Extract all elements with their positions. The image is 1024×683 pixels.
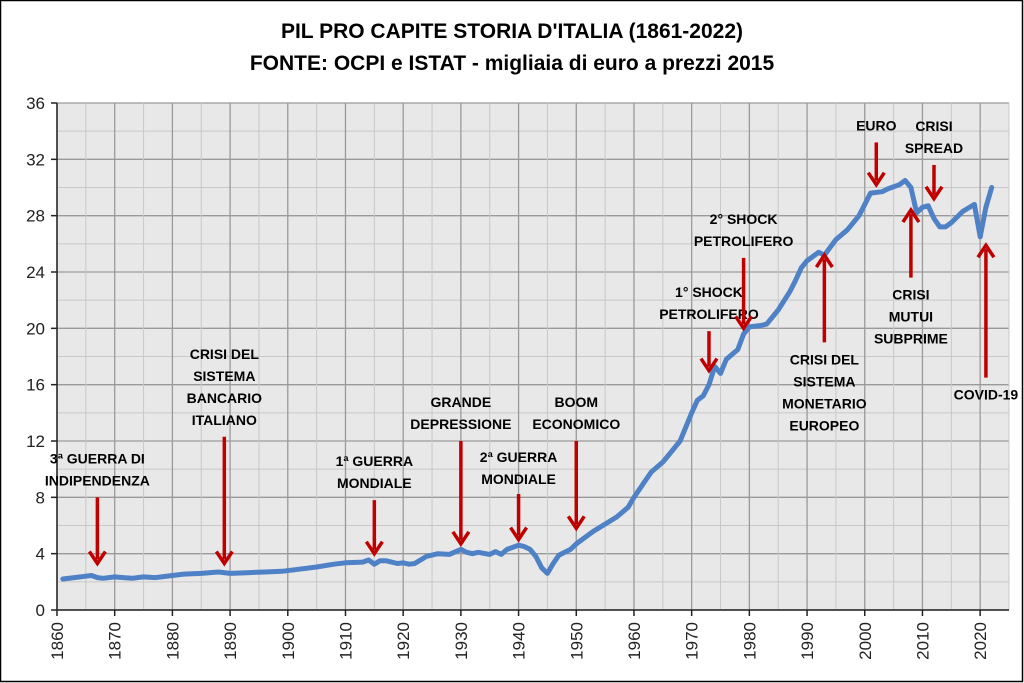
annotation-arrow-head bbox=[866, 171, 886, 188]
annotation: BOOM ECONOMICO bbox=[532, 394, 620, 532]
chart-subtitle: FONTE: OCPI e ISTAT - migliaia di euro a… bbox=[250, 52, 775, 75]
annotation-label: 2ª GUERRA bbox=[480, 449, 558, 465]
annotation-label: BANCARIO bbox=[187, 390, 263, 406]
annotation-arrow-head bbox=[451, 530, 471, 547]
x-tick-label: 2020 bbox=[971, 622, 990, 660]
series-line-pil-pro-capite bbox=[60, 178, 995, 582]
y-tick-label: 0 bbox=[36, 601, 45, 620]
annotation-arrow-head bbox=[734, 315, 754, 332]
annotation: 2° SHOCK PETROLIFERO bbox=[694, 211, 794, 332]
annotation-label: PETROLIFERO bbox=[694, 233, 794, 249]
annotation-label: SPREAD bbox=[905, 140, 963, 156]
annotation: EURO bbox=[856, 117, 897, 188]
annotation-arrow-head bbox=[901, 206, 921, 224]
x-tick-label: 2010 bbox=[913, 622, 932, 660]
x-tick-label: 1870 bbox=[106, 622, 125, 660]
y-tick-label: 8 bbox=[36, 488, 45, 507]
annotation-label: SISTEMA bbox=[193, 368, 255, 384]
annotation-label: SUBPRIME bbox=[874, 331, 948, 347]
y-tick-label: 20 bbox=[26, 319, 45, 338]
annotation-label: MUTUI bbox=[889, 309, 933, 325]
annotation-label: DEPRESSIONE bbox=[410, 416, 511, 432]
annotation-label: CRISI bbox=[892, 287, 929, 303]
annotation-label: MONDIALE bbox=[337, 475, 412, 491]
annotation: CRISI SPREAD bbox=[905, 118, 963, 202]
x-tick-label: 1910 bbox=[336, 622, 355, 660]
annotation-arrow-head bbox=[924, 185, 944, 202]
y-tick-label: 28 bbox=[26, 207, 45, 226]
annotation-arrow-head bbox=[976, 242, 996, 259]
x-tick-label: 1880 bbox=[163, 622, 182, 660]
annotation-label: MONETARIO bbox=[782, 395, 867, 411]
annotation-arrow-head bbox=[814, 251, 834, 269]
x-tick-label: 1940 bbox=[510, 622, 529, 660]
annotation-arrow-head bbox=[509, 526, 529, 543]
annotation-label: CRISI DEL bbox=[790, 351, 860, 367]
y-tick-label: 16 bbox=[26, 376, 45, 395]
annotation-label: COVID-19 bbox=[954, 387, 1019, 403]
annotation: 1° SHOCK PETROLIFERO bbox=[659, 284, 759, 374]
annotation-arrow-head bbox=[699, 357, 719, 374]
annotation-label: CRISI bbox=[915, 118, 952, 134]
x-tick-label: 1980 bbox=[740, 622, 759, 660]
chart-title: PIL PRO CAPITE STORIA D'ITALIA (1861-202… bbox=[281, 20, 743, 43]
annotation-label: 1ª GUERRA bbox=[336, 453, 414, 469]
annotation-arrow-head bbox=[364, 540, 384, 557]
annotation: CRISI DEL SISTEMA BANCARIO ITALIANO bbox=[187, 346, 263, 567]
y-tick-label: 24 bbox=[26, 263, 45, 282]
annotation-label: EUROPEO bbox=[789, 417, 859, 433]
x-tick-label: 1990 bbox=[798, 622, 817, 660]
annotation-label: 3ª GUERRA DI bbox=[50, 450, 145, 466]
y-tick-label: 36 bbox=[26, 94, 45, 113]
annotation-label: GRANDE bbox=[431, 394, 492, 410]
annotation-label: INDIPENDENZA bbox=[45, 472, 150, 488]
annotation-label: BOOM bbox=[554, 394, 598, 410]
x-tick-label: 1970 bbox=[683, 622, 702, 660]
x-tick-label: 1950 bbox=[567, 622, 586, 660]
annotation-label: MONDIALE bbox=[481, 471, 556, 487]
x-tick-label: 1860 bbox=[48, 622, 67, 660]
annotation-label: PETROLIFERO bbox=[659, 306, 759, 322]
annotation-label: EURO bbox=[856, 117, 897, 133]
annotation-label: ITALIANO bbox=[192, 412, 257, 428]
x-tick-label: 1920 bbox=[394, 622, 413, 660]
y-tick-label: 12 bbox=[26, 432, 45, 451]
y-tick-label: 4 bbox=[36, 545, 45, 564]
annotation-arrow-head bbox=[214, 550, 234, 567]
annotation: GRANDE DEPRESSIONE bbox=[410, 394, 511, 547]
annotation-label: CRISI DEL bbox=[190, 346, 260, 362]
x-tick-label: 1900 bbox=[279, 622, 298, 660]
plot-area: 0 4 8 12 16 20 24 28 32 36 1860 1870 1880 1890 1900 191… bbox=[26, 94, 1018, 660]
annotation: 3ª GUERRA DI INDIPENDENZA bbox=[45, 450, 150, 567]
annotation: COVID-19 bbox=[954, 242, 1019, 403]
annotation: 2ª GUERRA MONDIALE bbox=[480, 449, 558, 543]
x-tick-label: 2000 bbox=[856, 622, 875, 660]
annotation-label: ECONOMICO bbox=[532, 416, 620, 432]
annotation-label: 1° SHOCK bbox=[675, 284, 743, 300]
annotation-arrow-head bbox=[566, 515, 586, 532]
annotation-label: SISTEMA bbox=[793, 373, 855, 389]
annotation-label: 2° SHOCK bbox=[710, 211, 778, 227]
y-tick-label: 32 bbox=[26, 150, 45, 169]
x-tick-label: 1960 bbox=[625, 622, 644, 660]
annotation: CRISI MUTUI SUBPRIME bbox=[874, 206, 948, 347]
annotation-arrow-head bbox=[87, 550, 107, 567]
x-tick-label: 1930 bbox=[452, 622, 471, 660]
annotation: CRISI DEL SISTEMA MONETARIO EUROPEO bbox=[782, 251, 867, 433]
annotation: 1ª GUERRA MONDIALE bbox=[336, 453, 414, 557]
x-tick-label: 1890 bbox=[221, 622, 240, 660]
